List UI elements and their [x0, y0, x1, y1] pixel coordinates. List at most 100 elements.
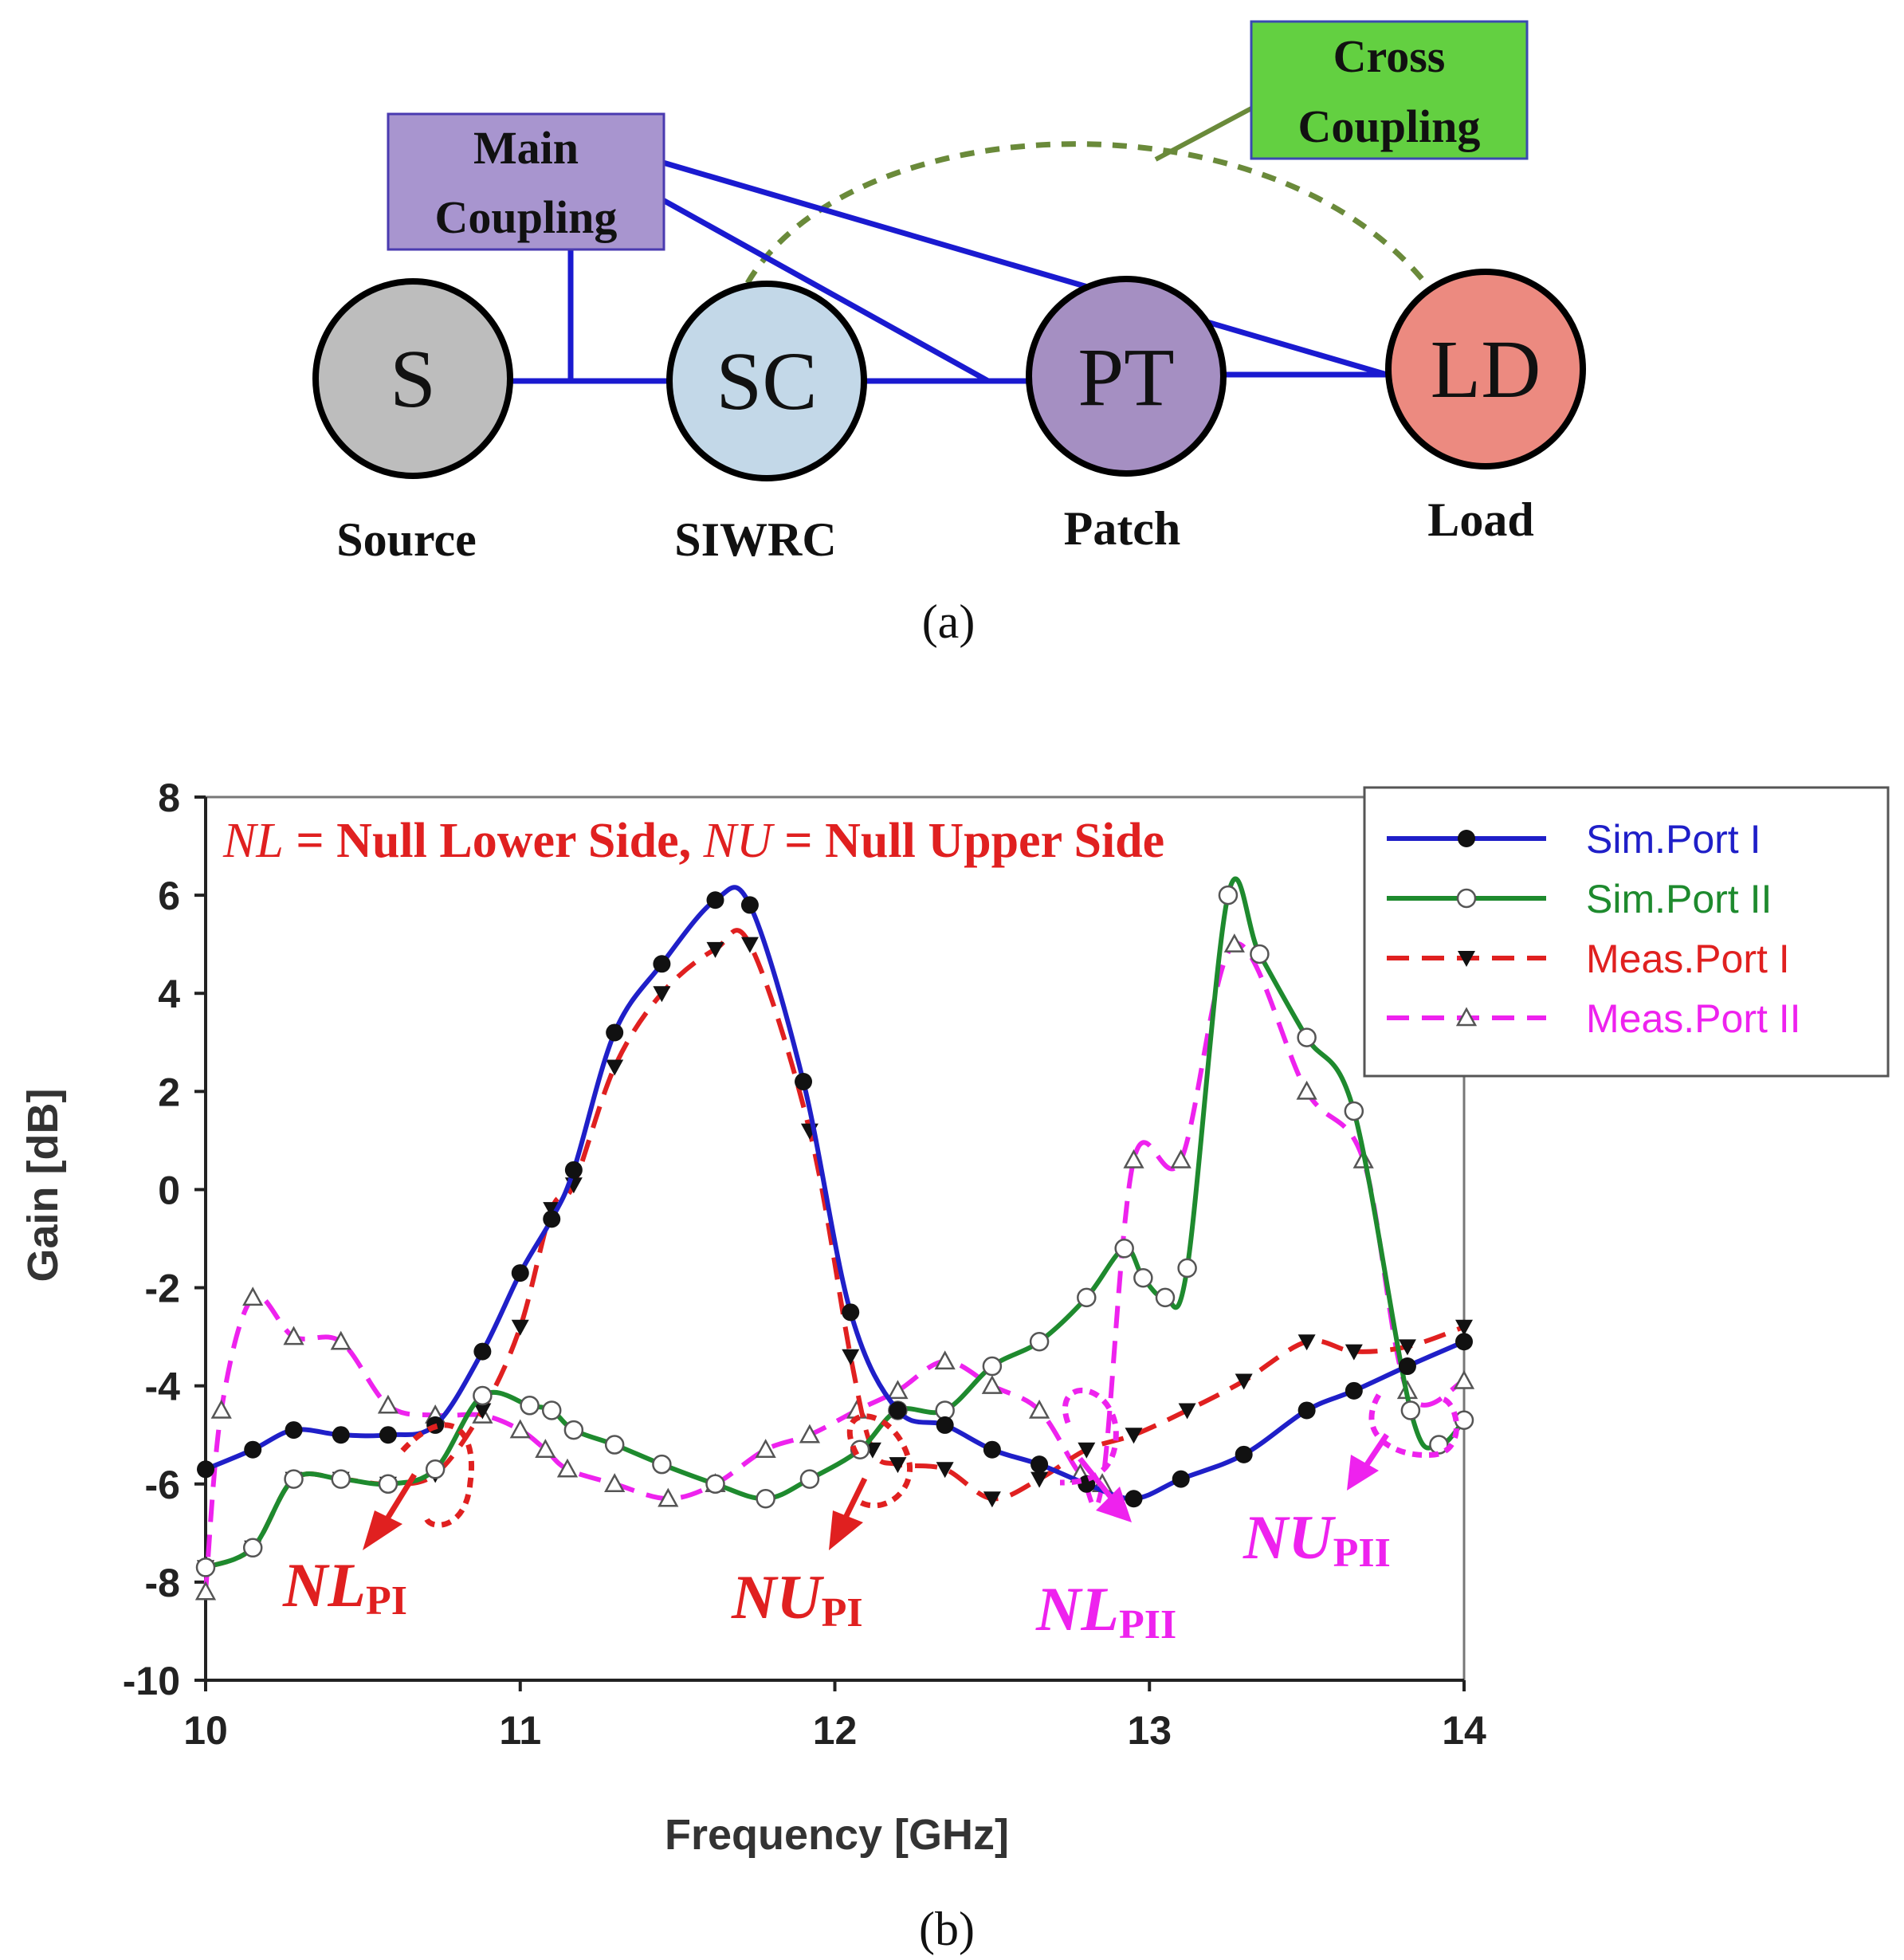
series-point: [1398, 1339, 1416, 1356]
series-point: [563, 1420, 584, 1440]
series-point: [473, 1342, 492, 1361]
cross-coupling-leader: [1154, 105, 1254, 162]
series-point: [330, 1330, 351, 1350]
node-source-caption: Source: [336, 513, 477, 566]
y-tick-label: 2: [158, 1070, 180, 1114]
series-point: [706, 891, 724, 909]
series-point: [331, 1469, 351, 1489]
series-point: [194, 1581, 217, 1601]
series-point: [244, 1440, 262, 1459]
series-point: [1429, 1435, 1449, 1455]
cross-coupling-label-1: Cross: [1333, 30, 1446, 82]
series-point: [799, 1469, 820, 1489]
y-tick-label: 0: [158, 1168, 180, 1212]
series-2: [197, 928, 1473, 1577]
title-nl-symbol: NL: [222, 814, 284, 868]
series-point: [756, 1488, 775, 1509]
x-tick-label: 14: [1442, 1708, 1486, 1753]
x-tick-label: 12: [813, 1708, 858, 1753]
series-point: [511, 1319, 529, 1336]
series-point: [1031, 1471, 1049, 1488]
series-point: [379, 1426, 397, 1444]
series-point: [1218, 885, 1239, 905]
series-point: [377, 1394, 399, 1414]
series-point: [1455, 1333, 1473, 1351]
series-point: [1123, 1149, 1144, 1169]
series-point: [606, 1023, 624, 1042]
series-point: [1155, 1287, 1176, 1308]
series-point: [564, 1161, 583, 1179]
series-line: [204, 876, 1466, 1570]
series-point: [1297, 1401, 1316, 1420]
series-point: [1170, 1149, 1191, 1169]
series-point: [1296, 1080, 1317, 1100]
series-point: [285, 1421, 303, 1440]
series-point: [284, 1469, 304, 1489]
series-point: [1077, 1287, 1097, 1308]
x-tick-label: 13: [1127, 1708, 1172, 1753]
y-axis-label: Gain [dB]: [19, 1089, 67, 1282]
series-point: [242, 1538, 263, 1558]
series-point: [936, 1462, 954, 1479]
series-point: [511, 1264, 529, 1282]
main-coupling-label-1: Main: [473, 122, 579, 174]
series-point: [740, 937, 759, 953]
series-point: [1177, 1258, 1197, 1279]
main-coupling-box: [387, 112, 665, 251]
caption-a: (a): [922, 595, 976, 648]
series-point: [889, 1457, 907, 1474]
series-point: [1400, 1400, 1421, 1420]
series-point: [541, 1400, 562, 1420]
series-point: [195, 1557, 216, 1577]
legend-label: Sim.Port II: [1586, 877, 1772, 921]
node-patch-caption: Patch: [1064, 502, 1181, 555]
series-1: [195, 876, 1474, 1577]
node-siwrc-caption: SIWRC: [674, 513, 836, 566]
series-point: [1078, 1442, 1096, 1459]
series-point: [1297, 1027, 1317, 1047]
series-point: [473, 1385, 493, 1406]
title-nu-text: = Null Upper Side: [772, 814, 1164, 868]
cross-coupling-label-2: Coupling: [1298, 100, 1481, 152]
annotation-nl-pi: NLPI: [282, 1550, 407, 1624]
series-point: [1125, 1428, 1143, 1444]
series-point: [1125, 1490, 1143, 1508]
node-patch: PT Patch: [1026, 276, 1227, 555]
node-siwrc-label: SC: [716, 336, 817, 427]
series-point: [1114, 1239, 1134, 1259]
series-point: [740, 896, 759, 914]
legend-marker: [1458, 951, 1475, 967]
series-point: [1453, 1369, 1475, 1389]
series-point: [658, 1487, 679, 1507]
y-tick-label: 6: [158, 874, 180, 918]
series-point: [887, 1380, 909, 1400]
nl-pi-arrowhead: [363, 1510, 402, 1550]
legend-label: Meas.Port I: [1586, 937, 1790, 981]
caption-b: (b): [919, 1903, 975, 1955]
legend-label: Meas.Port II: [1586, 996, 1801, 1041]
series-point: [210, 1399, 232, 1419]
series-point: [1235, 1445, 1253, 1463]
series-point: [332, 1426, 350, 1444]
legend-label: Sim.Port I: [1586, 817, 1761, 862]
series-point: [705, 1474, 725, 1495]
series-point: [755, 1439, 776, 1458]
node-source: S Source: [312, 278, 513, 566]
coupling-diagram: Main Coupling Cross Coupling S Source SC…: [312, 20, 1586, 648]
series-point: [1345, 1381, 1363, 1400]
node-siwrc: SC SIWRC: [666, 281, 867, 566]
series-point: [556, 1458, 579, 1478]
series-point: [242, 1286, 264, 1306]
y-tick-label: -6: [145, 1463, 180, 1507]
series-point: [378, 1474, 398, 1495]
series-point: [473, 1403, 492, 1420]
nu-pi-loop: [846, 1413, 913, 1509]
series-point: [983, 1440, 1001, 1459]
series-point: [1250, 944, 1270, 964]
series-point: [1029, 1332, 1050, 1352]
annotation-nu-pi: NUPI: [731, 1562, 863, 1636]
x-axis-label: Frequency [GHz]: [665, 1811, 1009, 1859]
y-tick-label: -8: [145, 1561, 180, 1605]
